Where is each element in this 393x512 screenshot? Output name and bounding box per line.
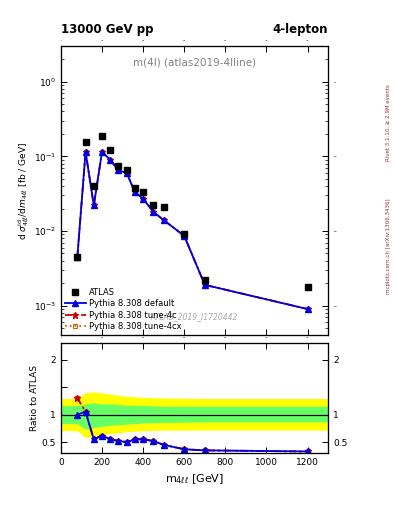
Text: ATLAS_2019_I1720442: ATLAS_2019_I1720442 [151,312,238,321]
Y-axis label: Ratio to ATLAS: Ratio to ATLAS [30,365,39,431]
Text: 4-lepton: 4-lepton [273,23,328,36]
Y-axis label: d $\sigma^{\rm id}_{4\ell\ell}$/d$m_{4\ell\ell}$ [fb / GeV]: d $\sigma^{\rm id}_{4\ell\ell}$/d$m_{4\e… [16,142,31,240]
Text: Rivet 3.1.10, ≥ 2.9M events: Rivet 3.1.10, ≥ 2.9M events [386,84,391,161]
Text: 13000 GeV pp: 13000 GeV pp [61,23,153,36]
Text: m(4l) (atlas2019-4lline): m(4l) (atlas2019-4lline) [133,58,256,68]
X-axis label: m$_{4\ell\ell}$ [GeV]: m$_{4\ell\ell}$ [GeV] [165,473,224,486]
Text: mcplots.cern.ch [arXiv:1306.3436]: mcplots.cern.ch [arXiv:1306.3436] [386,198,391,293]
Legend: ATLAS, Pythia 8.308 default, Pythia 8.308 tune-4c, Pythia 8.308 tune-4cx: ATLAS, Pythia 8.308 default, Pythia 8.30… [65,288,182,331]
